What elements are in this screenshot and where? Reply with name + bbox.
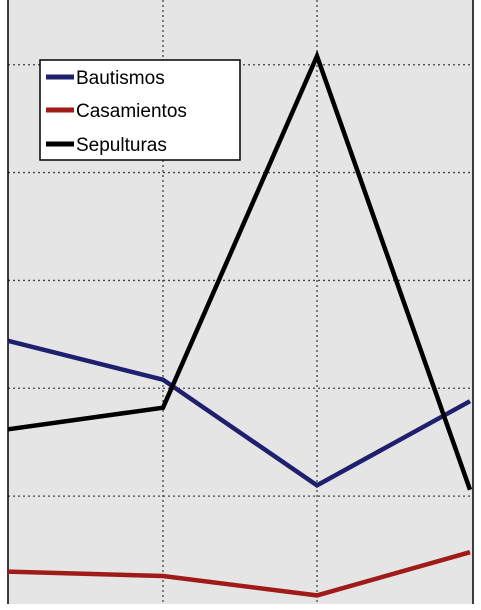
series-lines — [7, 49, 473, 598]
legend: Bautismos Casamientos Sepulturas — [39, 59, 241, 161]
legend-label-sepulturas: Sepulturas — [76, 135, 167, 156]
legend-label-bautismos: Bautismos — [76, 68, 165, 89]
series-line-sepulturas — [7, 49, 473, 491]
series-line-casamientos — [7, 550, 471, 598]
series-line-bautismos — [7, 338, 472, 489]
legend-label-casamientos: Casamientos — [76, 101, 187, 122]
